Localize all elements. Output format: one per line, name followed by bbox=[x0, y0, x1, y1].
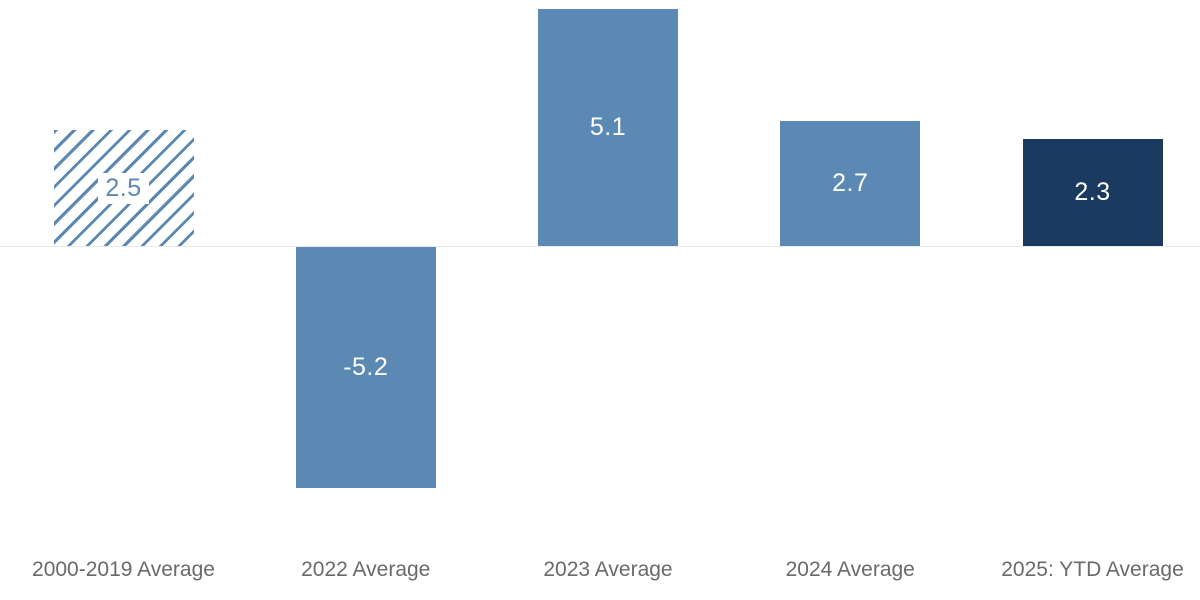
category-label-2024-average: 2024 Average bbox=[785, 558, 915, 581]
category-label-2000-2019-average: 2000-2019 Average bbox=[32, 558, 215, 581]
bar-value-label: 2.7 bbox=[832, 169, 869, 197]
bar-2023-average: 5.1 bbox=[538, 9, 678, 246]
bar-2024-average: 2.7 bbox=[780, 121, 921, 246]
bar-2000-2019-average: 2.5 bbox=[53, 130, 194, 246]
bar-value-label: 2.5 bbox=[98, 172, 149, 204]
category-label-2023-average: 2023 Average bbox=[543, 558, 673, 581]
bar-2025-ytd-average: 2.3 bbox=[1022, 139, 1163, 246]
bar-value-label: -5.2 bbox=[343, 353, 389, 381]
category-label-2025-ytd-average: 2025: YTD Average bbox=[1001, 558, 1184, 581]
bar-value-label: 2.3 bbox=[1074, 178, 1111, 206]
x-axis-zero-line bbox=[0, 246, 1200, 247]
category-label-2022-average: 2022 Average bbox=[301, 558, 431, 581]
bar-value-label: 5.1 bbox=[589, 113, 627, 141]
bar-2022-average: -5.2 bbox=[295, 247, 436, 488]
